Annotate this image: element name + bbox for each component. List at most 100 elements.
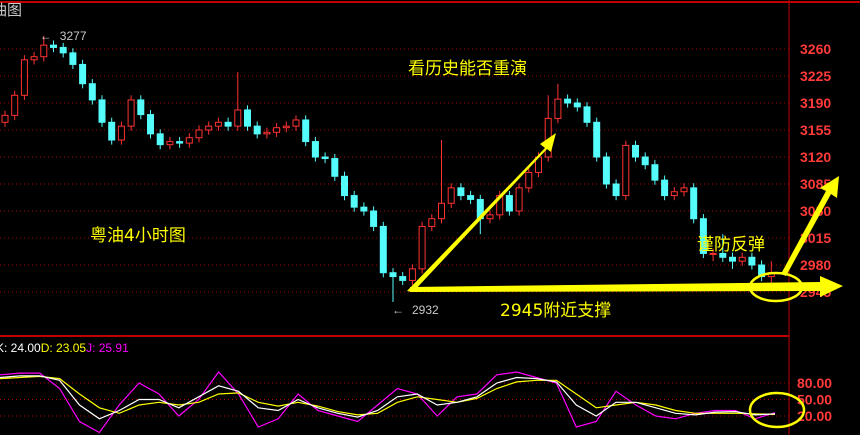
j-legend: J: 25.91 [86,341,129,355]
candle-up [670,191,678,197]
candle-up [447,187,455,204]
annotation-arrows [407,133,843,429]
candle-down [699,218,707,254]
candle-down [661,179,669,197]
candle-down [253,125,261,135]
kdj-tick-label: 80.00 [797,375,832,391]
k-line [0,375,776,420]
candle-down [602,156,610,185]
price-tick-label: 3260 [800,41,831,57]
kdj-tick-label: 50.00 [797,392,832,408]
candlestick-series [1,35,775,303]
support-arrow-icon [410,276,843,297]
candle-up [680,187,688,193]
rise-arrow-icon [407,133,556,292]
candle-up [738,256,746,262]
candle-down [641,156,649,166]
question-annotation: 看历史能否重演 [408,59,527,79]
candle-up [40,44,48,58]
candle-up [30,56,38,61]
candle-down [505,195,513,212]
candle-up [263,131,271,135]
kdj-tick-label: 20.00 [797,408,832,424]
candle-down [457,187,465,197]
candle-down [399,276,407,281]
low-extreme-label: 2932 [412,303,439,317]
candle-up [709,252,717,255]
candle-down [632,144,639,158]
candle-down [612,183,620,197]
candle-up [214,121,222,127]
candle-up [408,268,416,281]
candle-down [467,195,475,200]
candle-down [69,52,77,65]
kdj-lines [0,371,776,434]
candle-up [205,125,213,131]
price-axis: 3260322531903155312030853050301529802945 [800,41,831,300]
candle-down [729,256,736,262]
kdj-legend: K: 24.00D: 23.05J: 25.91 [0,341,129,355]
candle-up [525,171,533,189]
candle-down [748,256,756,266]
k-legend: K: 24.00 [0,341,41,355]
price-tick-label: 3155 [800,122,831,138]
candle-down [360,206,368,212]
candle-down [564,98,572,104]
warning-annotation: 谨防反弹 [697,235,765,255]
candle-up [418,225,426,270]
rebound-arrow-icon [781,176,839,276]
price-tick-label: 3190 [800,95,831,111]
candle-down [321,156,329,160]
candle-down [350,195,358,208]
kdj-highlight-circle [748,391,806,429]
candle-down [573,102,581,108]
candle-up [282,125,290,129]
candle-down [719,252,727,258]
candle-up [486,214,494,220]
chart-title: 油图 [0,1,22,19]
candle-down [224,121,232,127]
candle-down [244,109,251,127]
low-extreme-arrow-icon: ← [392,303,404,317]
candle-up [20,59,28,96]
price-tick-label: 3225 [800,68,831,84]
support-highlight-circle [748,271,804,303]
candle-up [292,119,300,127]
candle-down [583,106,591,123]
support-annotation: 2945附近支撑 [500,301,611,321]
candle-down [108,121,116,141]
candle-up [127,99,135,127]
candle-down [341,175,348,197]
chart-label-annotation: 粤油4小时图 [90,226,186,246]
candle-up [554,98,562,119]
candle-down [389,272,397,278]
candle-down [137,99,145,116]
price-grid [0,48,789,293]
candle-up [11,94,19,116]
candle-down [88,83,96,101]
price-tick-label: 3120 [800,149,831,165]
candle-up [117,125,125,141]
candle-down [79,63,87,85]
candle-down [98,99,106,123]
candle-up [1,114,9,123]
candle-up [622,144,630,197]
candle-up [273,127,281,133]
d-legend: D: 23.05 [41,341,87,355]
candle-down [370,210,378,227]
candle-up [438,202,445,220]
candle-up [185,137,193,144]
candle-up [195,129,203,139]
high-extreme-arrow-icon: ← [40,29,52,43]
candle-down [331,158,339,177]
candle-down [59,46,67,54]
candle-down [302,119,310,143]
candle-down [651,164,659,181]
candle-down [311,141,319,158]
candle-down [690,187,698,220]
price-tick-label: 2980 [800,257,831,273]
d-line [0,375,776,416]
candle-down [50,44,57,48]
